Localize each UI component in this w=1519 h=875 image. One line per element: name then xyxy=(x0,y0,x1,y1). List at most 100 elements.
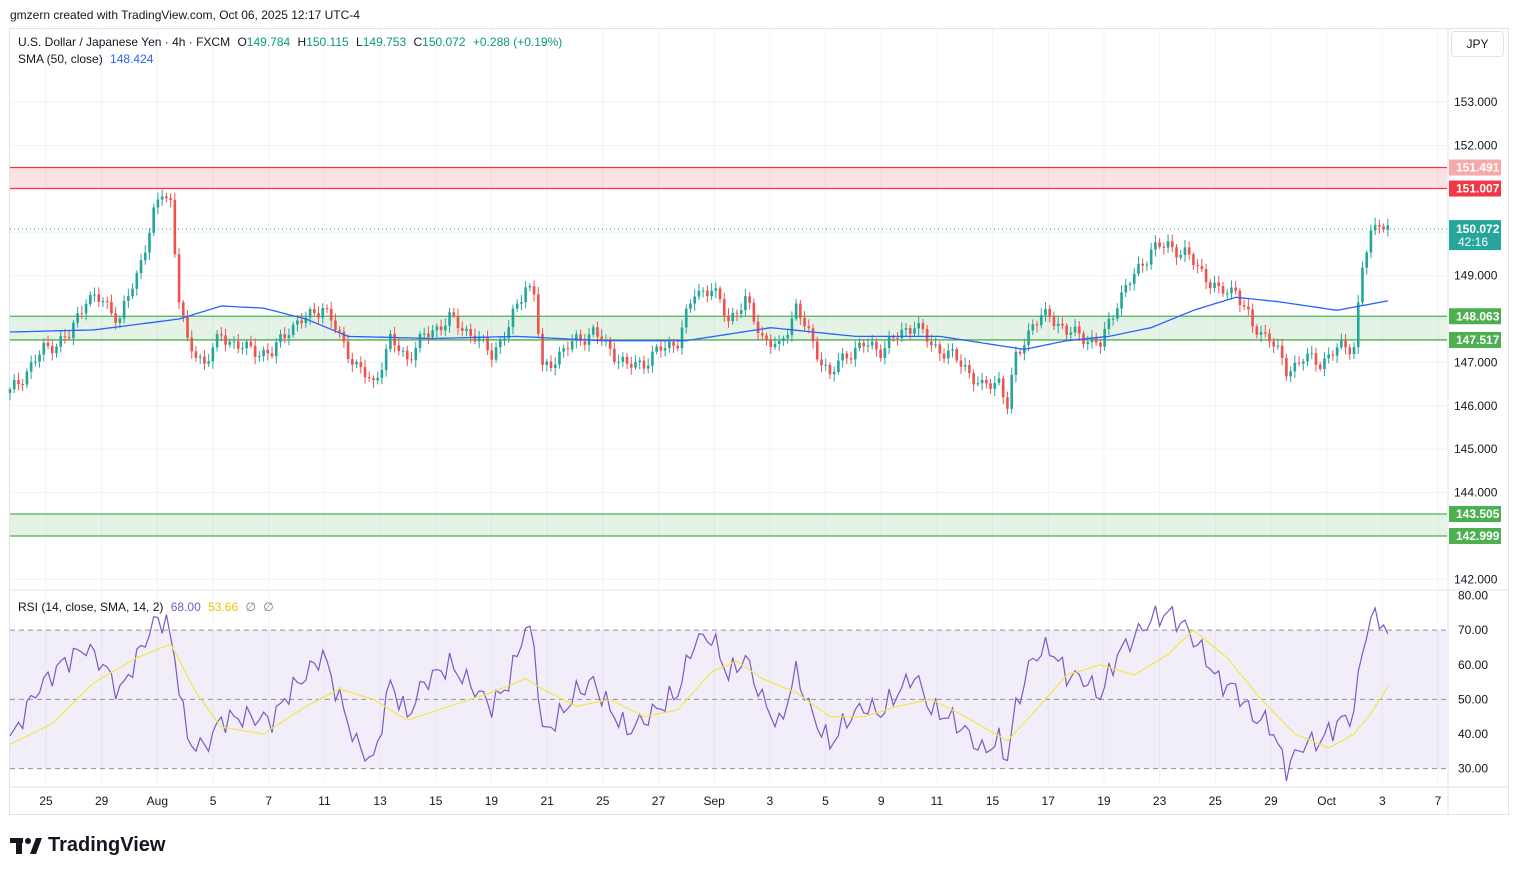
candle-body xyxy=(1124,284,1128,293)
open-value: 149.784 xyxy=(246,35,291,49)
candle-body xyxy=(545,361,549,365)
candle-body xyxy=(266,349,270,354)
candle-body xyxy=(236,341,240,349)
candle-body xyxy=(46,342,50,346)
candle-body xyxy=(955,349,959,361)
candle-body xyxy=(524,287,527,303)
candle-body xyxy=(456,315,460,329)
candle-body xyxy=(968,364,971,374)
support-zone xyxy=(10,514,1447,536)
candle-body xyxy=(494,347,498,360)
candle-body xyxy=(536,294,540,334)
candle-body xyxy=(503,338,506,340)
candle-body xyxy=(976,383,980,385)
candle-body xyxy=(177,254,181,303)
candle-body xyxy=(993,383,997,389)
tradingview-logo[interactable]: TradingView xyxy=(10,834,165,857)
symbol-label[interactable]: U.S. Dollar / Japanese Yen · 4h · FXCM xyxy=(18,35,231,49)
candle-body xyxy=(122,300,126,319)
candle-body xyxy=(1192,254,1195,266)
candle-body xyxy=(165,196,168,199)
candle-body xyxy=(97,294,101,302)
candle-body xyxy=(1352,347,1356,355)
rsi-label[interactable]: RSI (14, close, SMA, 14, 2) xyxy=(18,600,164,614)
candle-body xyxy=(1141,263,1145,266)
candle-body xyxy=(638,360,642,363)
candle-body xyxy=(866,345,870,347)
candle-body xyxy=(765,335,768,340)
candle-body xyxy=(959,360,963,367)
candle-body xyxy=(1166,241,1170,248)
candle-body xyxy=(1116,308,1119,319)
support-zone xyxy=(10,316,1447,340)
rsi-tick-label: 70.00 xyxy=(1458,623,1488,637)
candle-body xyxy=(418,333,422,349)
x-tick-label: 5 xyxy=(210,794,217,808)
candle-body xyxy=(1187,247,1191,255)
candle-body xyxy=(1217,282,1221,287)
candle-body xyxy=(59,336,63,347)
candle-body xyxy=(67,336,71,338)
candle-body xyxy=(88,294,92,305)
candle-body xyxy=(21,384,24,386)
candle-body xyxy=(431,330,434,338)
candle-body xyxy=(1255,326,1259,335)
candle-body xyxy=(858,342,861,349)
x-tick-label: 23 xyxy=(1153,794,1167,808)
candle-body xyxy=(803,317,806,327)
candle-body xyxy=(575,334,578,342)
candle-body xyxy=(875,341,878,350)
candle-body xyxy=(76,313,79,323)
support-price-label: 143.505 xyxy=(1456,507,1500,521)
currency-selector[interactable]: JPY xyxy=(1451,31,1504,57)
candle-body xyxy=(1200,266,1204,270)
candle-body xyxy=(220,334,223,336)
candle-body xyxy=(232,341,236,343)
candle-body xyxy=(1293,362,1297,372)
candle-body xyxy=(42,342,46,355)
candle-body xyxy=(397,345,401,352)
candle-body xyxy=(651,351,654,366)
candle-body xyxy=(562,348,565,352)
candle-body xyxy=(722,299,726,316)
candle-body xyxy=(625,356,629,364)
support-price-tag xyxy=(1449,506,1501,523)
candle-body xyxy=(697,290,701,297)
candle-body xyxy=(706,290,709,297)
candle-body xyxy=(642,360,646,369)
candle-body xyxy=(1378,224,1381,227)
candle-body xyxy=(34,361,37,363)
candle-body xyxy=(507,327,511,339)
candle-body xyxy=(1039,315,1043,326)
chart-frame[interactable] xyxy=(9,28,1509,815)
candle-body xyxy=(646,365,650,369)
candle-body xyxy=(600,336,604,342)
candle-body xyxy=(921,323,925,330)
candle-body xyxy=(498,339,502,348)
candle-body xyxy=(1331,354,1335,356)
candle-body xyxy=(312,309,316,314)
candle-body xyxy=(84,304,88,314)
bar-countdown-label: 42:16 xyxy=(1458,235,1488,249)
candle-body xyxy=(1209,282,1212,288)
candle-body xyxy=(1335,347,1339,356)
candle-body xyxy=(1073,326,1077,333)
candle-body xyxy=(985,379,988,384)
sma-line xyxy=(9,296,1388,351)
candle-body xyxy=(1204,269,1208,283)
x-tick-label: 7 xyxy=(265,794,272,808)
candle-body xyxy=(1179,255,1183,258)
x-tick-label: Oct xyxy=(1317,794,1336,808)
candle-body xyxy=(131,288,134,297)
candle-body xyxy=(401,350,405,352)
candle-body xyxy=(570,341,574,350)
candle-body xyxy=(1369,230,1373,253)
candle-body xyxy=(1018,351,1022,354)
sma-label[interactable]: SMA (50, close) xyxy=(18,52,103,66)
candle-body xyxy=(359,362,363,368)
candle-body xyxy=(274,342,278,357)
candle-body xyxy=(655,346,658,352)
x-tick-label: 11 xyxy=(931,794,944,808)
candle-body xyxy=(1056,323,1060,327)
